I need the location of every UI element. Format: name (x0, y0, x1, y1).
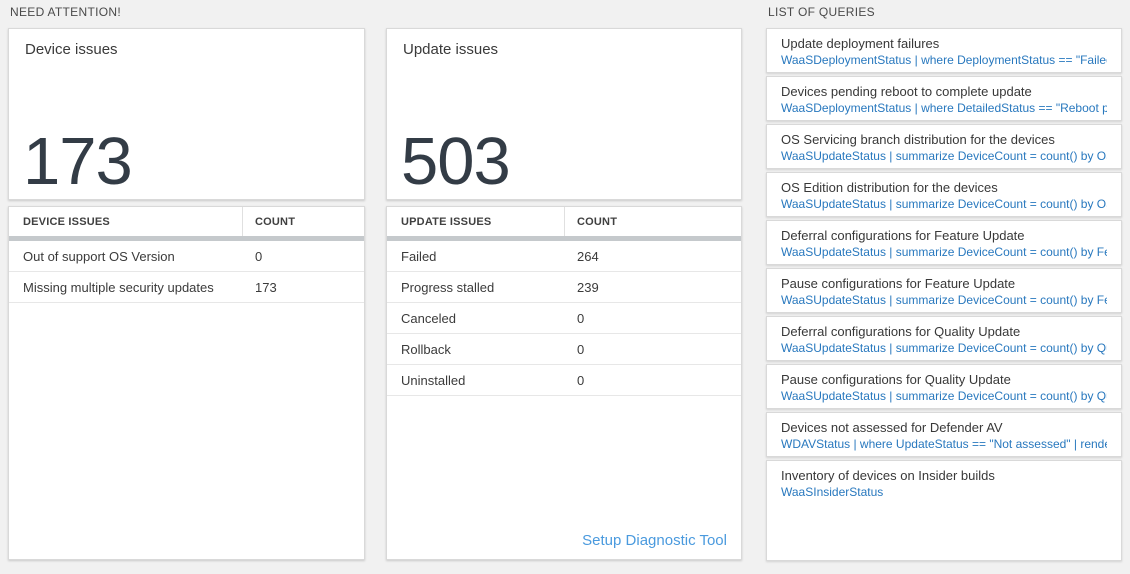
need-attention-column-update: Update issues 503 UPDATE ISSUES COUNT Fa… (386, 0, 742, 574)
query-title: Deferral configurations for Quality Upda… (781, 324, 1021, 339)
row-count: 0 (255, 248, 263, 264)
update-issues-row[interactable]: Progress stalled 239 (387, 272, 741, 303)
query-title: Pause configurations for Feature Update (781, 276, 1016, 291)
device-issues-card[interactable]: Device issues 173 (8, 28, 365, 200)
query-title: Devices not assessed for Defender AV (781, 420, 1003, 435)
query-item[interactable]: Pause configurations for Feature Update … (766, 268, 1122, 313)
row-count: 239 (577, 279, 599, 295)
query-text[interactable]: WaaSDeploymentStatus | where DeploymentS… (781, 53, 1107, 67)
setup-diagnostic-tool-link[interactable]: Setup Diagnostic Tool (582, 532, 727, 549)
update-issues-card[interactable]: Update issues 503 (386, 28, 742, 200)
update-issues-row[interactable]: Failed 264 (387, 241, 741, 272)
query-item[interactable]: OS Servicing branch distribution for the… (766, 124, 1122, 169)
query-text[interactable]: WaaSUpdateStatus | summarize DeviceCount… (781, 197, 1107, 211)
row-count: 173 (255, 279, 277, 295)
update-issues-row[interactable]: Rollback 0 (387, 334, 741, 365)
query-title: Devices pending reboot to complete updat… (781, 84, 1032, 99)
update-issues-row[interactable]: Uninstalled 0 (387, 365, 741, 396)
query-title: OS Servicing branch distribution for the… (781, 132, 1055, 147)
update-issues-title: Update issues (403, 41, 499, 58)
list-of-queries-header: LIST OF QUERIES (768, 5, 875, 19)
row-label: Failed (401, 248, 437, 264)
query-item[interactable]: Devices not assessed for Defender AV WDA… (766, 412, 1122, 457)
row-count: 0 (577, 341, 585, 357)
update-issues-row[interactable]: Canceled 0 (387, 303, 741, 334)
query-item[interactable]: Devices pending reboot to complete updat… (766, 76, 1122, 121)
query-text[interactable]: WaaSUpdateStatus | summarize DeviceCount… (781, 341, 1107, 355)
column-header-count: COUNT (577, 215, 618, 228)
query-title: Inventory of devices on Insider builds (781, 468, 995, 483)
query-item[interactable]: Deferral configurations for Feature Upda… (766, 220, 1122, 265)
query-title: Update deployment failures (781, 36, 940, 51)
list-of-queries-panel: LIST OF QUERIES Update deployment failur… (766, 0, 1122, 574)
row-label: Out of support OS Version (23, 248, 175, 264)
need-attention-column-device: NEED ATTENTION! Device issues 173 DEVICE… (8, 0, 365, 574)
query-title: Pause configurations for Quality Update (781, 372, 1011, 387)
query-title: Deferral configurations for Feature Upda… (781, 228, 1025, 243)
update-issues-table-header: UPDATE ISSUES COUNT (387, 207, 741, 236)
row-count: 0 (577, 372, 585, 388)
table-header-bar (387, 236, 741, 241)
query-item[interactable]: Update deployment failures WaaSDeploymen… (766, 28, 1122, 73)
row-label: Rollback (401, 341, 451, 357)
device-issues-table: DEVICE ISSUES COUNT Out of support OS Ve… (8, 206, 365, 560)
row-label: Missing multiple security updates (23, 279, 214, 295)
column-header-device-issues: DEVICE ISSUES (9, 207, 243, 236)
query-text[interactable]: WaaSUpdateStatus | summarize DeviceCount… (781, 293, 1107, 307)
device-issues-table-header: DEVICE ISSUES COUNT (9, 207, 364, 236)
query-text[interactable]: WaaSUpdateStatus | summarize DeviceCount… (781, 389, 1107, 403)
column-header-count: COUNT (255, 215, 296, 228)
query-item[interactable]: OS Edition distribution for the devices … (766, 172, 1122, 217)
query-item[interactable]: Pause configurations for Quality Update … (766, 364, 1122, 409)
row-label: Uninstalled (401, 372, 466, 388)
need-attention-header: NEED ATTENTION! (10, 5, 121, 19)
device-issues-row[interactable]: Missing multiple security updates 173 (9, 272, 364, 303)
query-text[interactable]: WaaSUpdateStatus | summarize DeviceCount… (781, 149, 1107, 163)
query-item[interactable]: Inventory of devices on Insider builds W… (766, 460, 1122, 561)
query-title: OS Edition distribution for the devices (781, 180, 998, 195)
row-label: Canceled (401, 310, 456, 326)
query-text[interactable]: WDAVStatus | where UpdateStatus == "Not … (781, 437, 1107, 451)
row-count: 0 (577, 310, 585, 326)
row-count: 264 (577, 248, 599, 264)
update-issues-count: 503 (401, 124, 511, 199)
query-text[interactable]: WaaSDeploymentStatus | where DetailedSta… (781, 101, 1107, 115)
update-issues-table: UPDATE ISSUES COUNT Failed 264 Progress … (386, 206, 742, 560)
device-issues-row[interactable]: Out of support OS Version 0 (9, 241, 364, 272)
query-text[interactable]: WaaSUpdateStatus | summarize DeviceCount… (781, 245, 1107, 259)
row-label: Progress stalled (401, 279, 495, 295)
query-text[interactable]: WaaSInsiderStatus (781, 485, 884, 499)
device-issues-count: 173 (23, 124, 133, 199)
table-header-bar (9, 236, 364, 241)
device-issues-title: Device issues (25, 41, 118, 58)
query-item[interactable]: Deferral configurations for Quality Upda… (766, 316, 1122, 361)
column-header-update-issues: UPDATE ISSUES (387, 207, 565, 236)
